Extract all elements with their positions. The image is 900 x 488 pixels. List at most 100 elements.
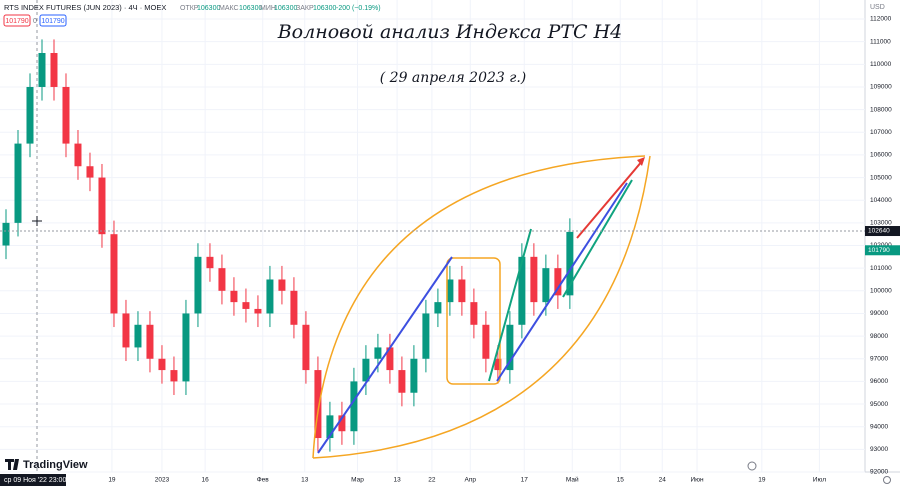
drawings (312, 155, 651, 459)
candle-body (458, 279, 466, 303)
bid[interactable]: 101790 (5, 18, 28, 25)
candle-body (74, 143, 82, 167)
y-tick-label: 100000 (870, 288, 892, 295)
y-tick-label: 112000 (870, 16, 892, 23)
y-tick-label: 93000 (870, 446, 888, 453)
ask[interactable]: 101790 (41, 18, 64, 25)
candle-body (50, 52, 58, 87)
x-tick-label: 19 (108, 477, 116, 484)
candle-body (170, 370, 178, 382)
ohlc-value: 106300 (197, 5, 220, 12)
candle-body (218, 268, 226, 291)
y-tick-label: 107000 (870, 129, 892, 136)
range-box (446, 257, 501, 385)
candle-body (374, 347, 382, 359)
candle-body (2, 222, 10, 246)
candle-body (362, 358, 370, 382)
x-tick-label: 19 (758, 477, 766, 484)
y-tick-label: 109000 (870, 84, 892, 91)
ohlc-label: ЗАКР (296, 5, 314, 12)
x-tick-label: 16 (202, 477, 210, 484)
y-tick-label: 95000 (870, 401, 888, 408)
cursor-time-box (0, 474, 66, 486)
ask-box[interactable] (39, 14, 67, 27)
x-tick-label: Фев (257, 477, 270, 484)
ohlc-label: МИН (260, 5, 276, 12)
candle-body (98, 177, 106, 235)
y-tick-label: 96000 (870, 378, 888, 385)
spread: 0 (33, 18, 37, 25)
x-tick-label: 13 (301, 477, 309, 484)
y-tick-label: 92000 (870, 469, 888, 476)
candle-body (338, 415, 346, 432)
y-tick-label: 94000 (870, 423, 888, 430)
ohlc-label: МАКС (219, 5, 239, 12)
candle-body (518, 256, 526, 325)
x-tick-label: Июл (813, 477, 826, 484)
trend-line (562, 179, 633, 298)
trend-line (496, 182, 628, 382)
x-tick-label: Май (566, 476, 579, 484)
candle-body (314, 370, 322, 439)
candle-body (386, 347, 394, 371)
y-tick-label: 110000 (870, 61, 892, 68)
candle-body (530, 256, 538, 303)
arrow-head (637, 157, 645, 166)
candles (2, 39, 574, 452)
logo-icon (5, 459, 19, 470)
chart-title: Волновой анализ Индекса РТС Н4 (277, 21, 623, 43)
bid-price-label: 101790 (868, 247, 890, 254)
trend-line (317, 256, 453, 454)
candle-body (122, 313, 130, 348)
candle-body (446, 279, 454, 303)
candle-body (410, 358, 418, 393)
candle-body (62, 86, 70, 144)
y-tick-label: 98000 (870, 333, 888, 340)
y-tick-label: 104000 (870, 197, 892, 204)
candle-body (422, 313, 430, 359)
candle-body (434, 302, 442, 314)
candle-body (290, 290, 298, 325)
candle-body (554, 268, 562, 296)
candle-body (494, 358, 502, 371)
cursor-time: ср 09 Ноя '22 23:00 (4, 477, 66, 484)
x-tick-label: Мар (351, 477, 364, 484)
bid-box[interactable] (3, 14, 31, 27)
x-tick-label: Апр (465, 477, 477, 484)
last-price-label: 102640 (868, 228, 890, 235)
goto-button[interactable] (747, 461, 757, 471)
bid-price-box (865, 245, 900, 256)
y-tick-label: 106000 (870, 152, 892, 159)
x-tick-label: 13 (393, 477, 401, 484)
candle-body (230, 290, 238, 303)
candle-body (38, 52, 46, 87)
candle-body (146, 324, 154, 359)
candle-body (158, 358, 166, 371)
candle-body (470, 302, 478, 325)
grid (0, 0, 865, 473)
x-tick-label: 15 (617, 477, 625, 484)
candle-body (266, 279, 274, 314)
y-tick-label: 111000 (870, 38, 891, 45)
symbol: RTS INDEX FUTURES (JUN 2023) · 4Ч · MOEX (4, 3, 166, 12)
chart-subtitle: ( 29 апреля 2023 г.) (380, 70, 527, 86)
candle-body (326, 415, 334, 439)
candle-body (242, 302, 250, 309)
candle-body (302, 324, 310, 371)
y-tick-label: 103000 (870, 220, 892, 227)
candle-body (278, 279, 286, 291)
ohlc-value: 106300 (239, 5, 262, 12)
x-tick-label: 24 (659, 477, 667, 484)
trend-line (488, 228, 532, 382)
x-tick-label: Июн (690, 477, 704, 484)
ohlc-value: 106300 (274, 5, 297, 12)
candle-body (398, 370, 406, 393)
candle-body (206, 256, 214, 269)
candle-body (14, 143, 22, 223)
y-tick-label: 101000 (870, 265, 892, 272)
trend-line (576, 159, 644, 239)
settings-button[interactable] (883, 476, 891, 484)
candle-body (350, 381, 358, 432)
candle-body (86, 166, 94, 178)
